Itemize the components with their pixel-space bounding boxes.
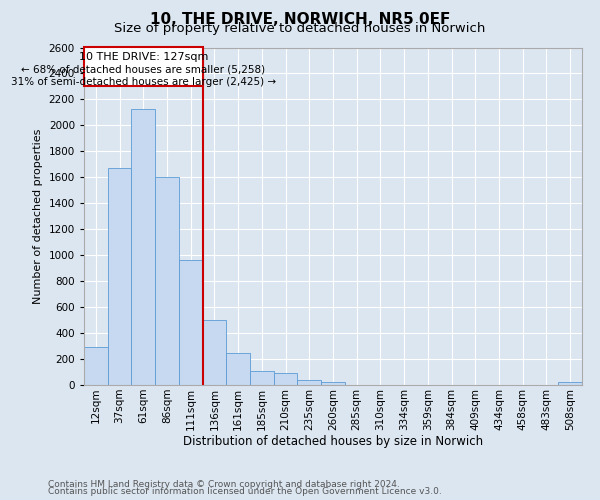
Text: Contains HM Land Registry data © Crown copyright and database right 2024.: Contains HM Land Registry data © Crown c…	[48, 480, 400, 489]
Text: 31% of semi-detached houses are larger (2,425) →: 31% of semi-detached houses are larger (…	[11, 76, 276, 86]
Bar	[250, 370, 274, 385]
Bar	[155, 178, 179, 385]
Text: ← 68% of detached houses are smaller (5,258): ← 68% of detached houses are smaller (5,…	[21, 64, 265, 74]
Bar	[274, 372, 298, 385]
Bar	[131, 108, 155, 385]
Bar	[179, 260, 203, 385]
Bar	[108, 168, 131, 385]
Text: Contains public sector information licensed under the Open Government Licence v3: Contains public sector information licen…	[48, 487, 442, 496]
Bar	[203, 320, 226, 385]
X-axis label: Distribution of detached houses by size in Norwich: Distribution of detached houses by size …	[183, 436, 483, 448]
Bar	[84, 348, 108, 385]
Bar	[558, 382, 582, 385]
Y-axis label: Number of detached properties: Number of detached properties	[33, 128, 43, 304]
Bar	[84, 48, 203, 86]
Bar	[298, 380, 321, 385]
Text: 10 THE DRIVE: 127sqm: 10 THE DRIVE: 127sqm	[79, 52, 208, 62]
Bar	[226, 352, 250, 385]
Text: 10, THE DRIVE, NORWICH, NR5 0EF: 10, THE DRIVE, NORWICH, NR5 0EF	[150, 12, 450, 28]
Bar	[321, 382, 345, 385]
Text: Size of property relative to detached houses in Norwich: Size of property relative to detached ho…	[115, 22, 485, 35]
